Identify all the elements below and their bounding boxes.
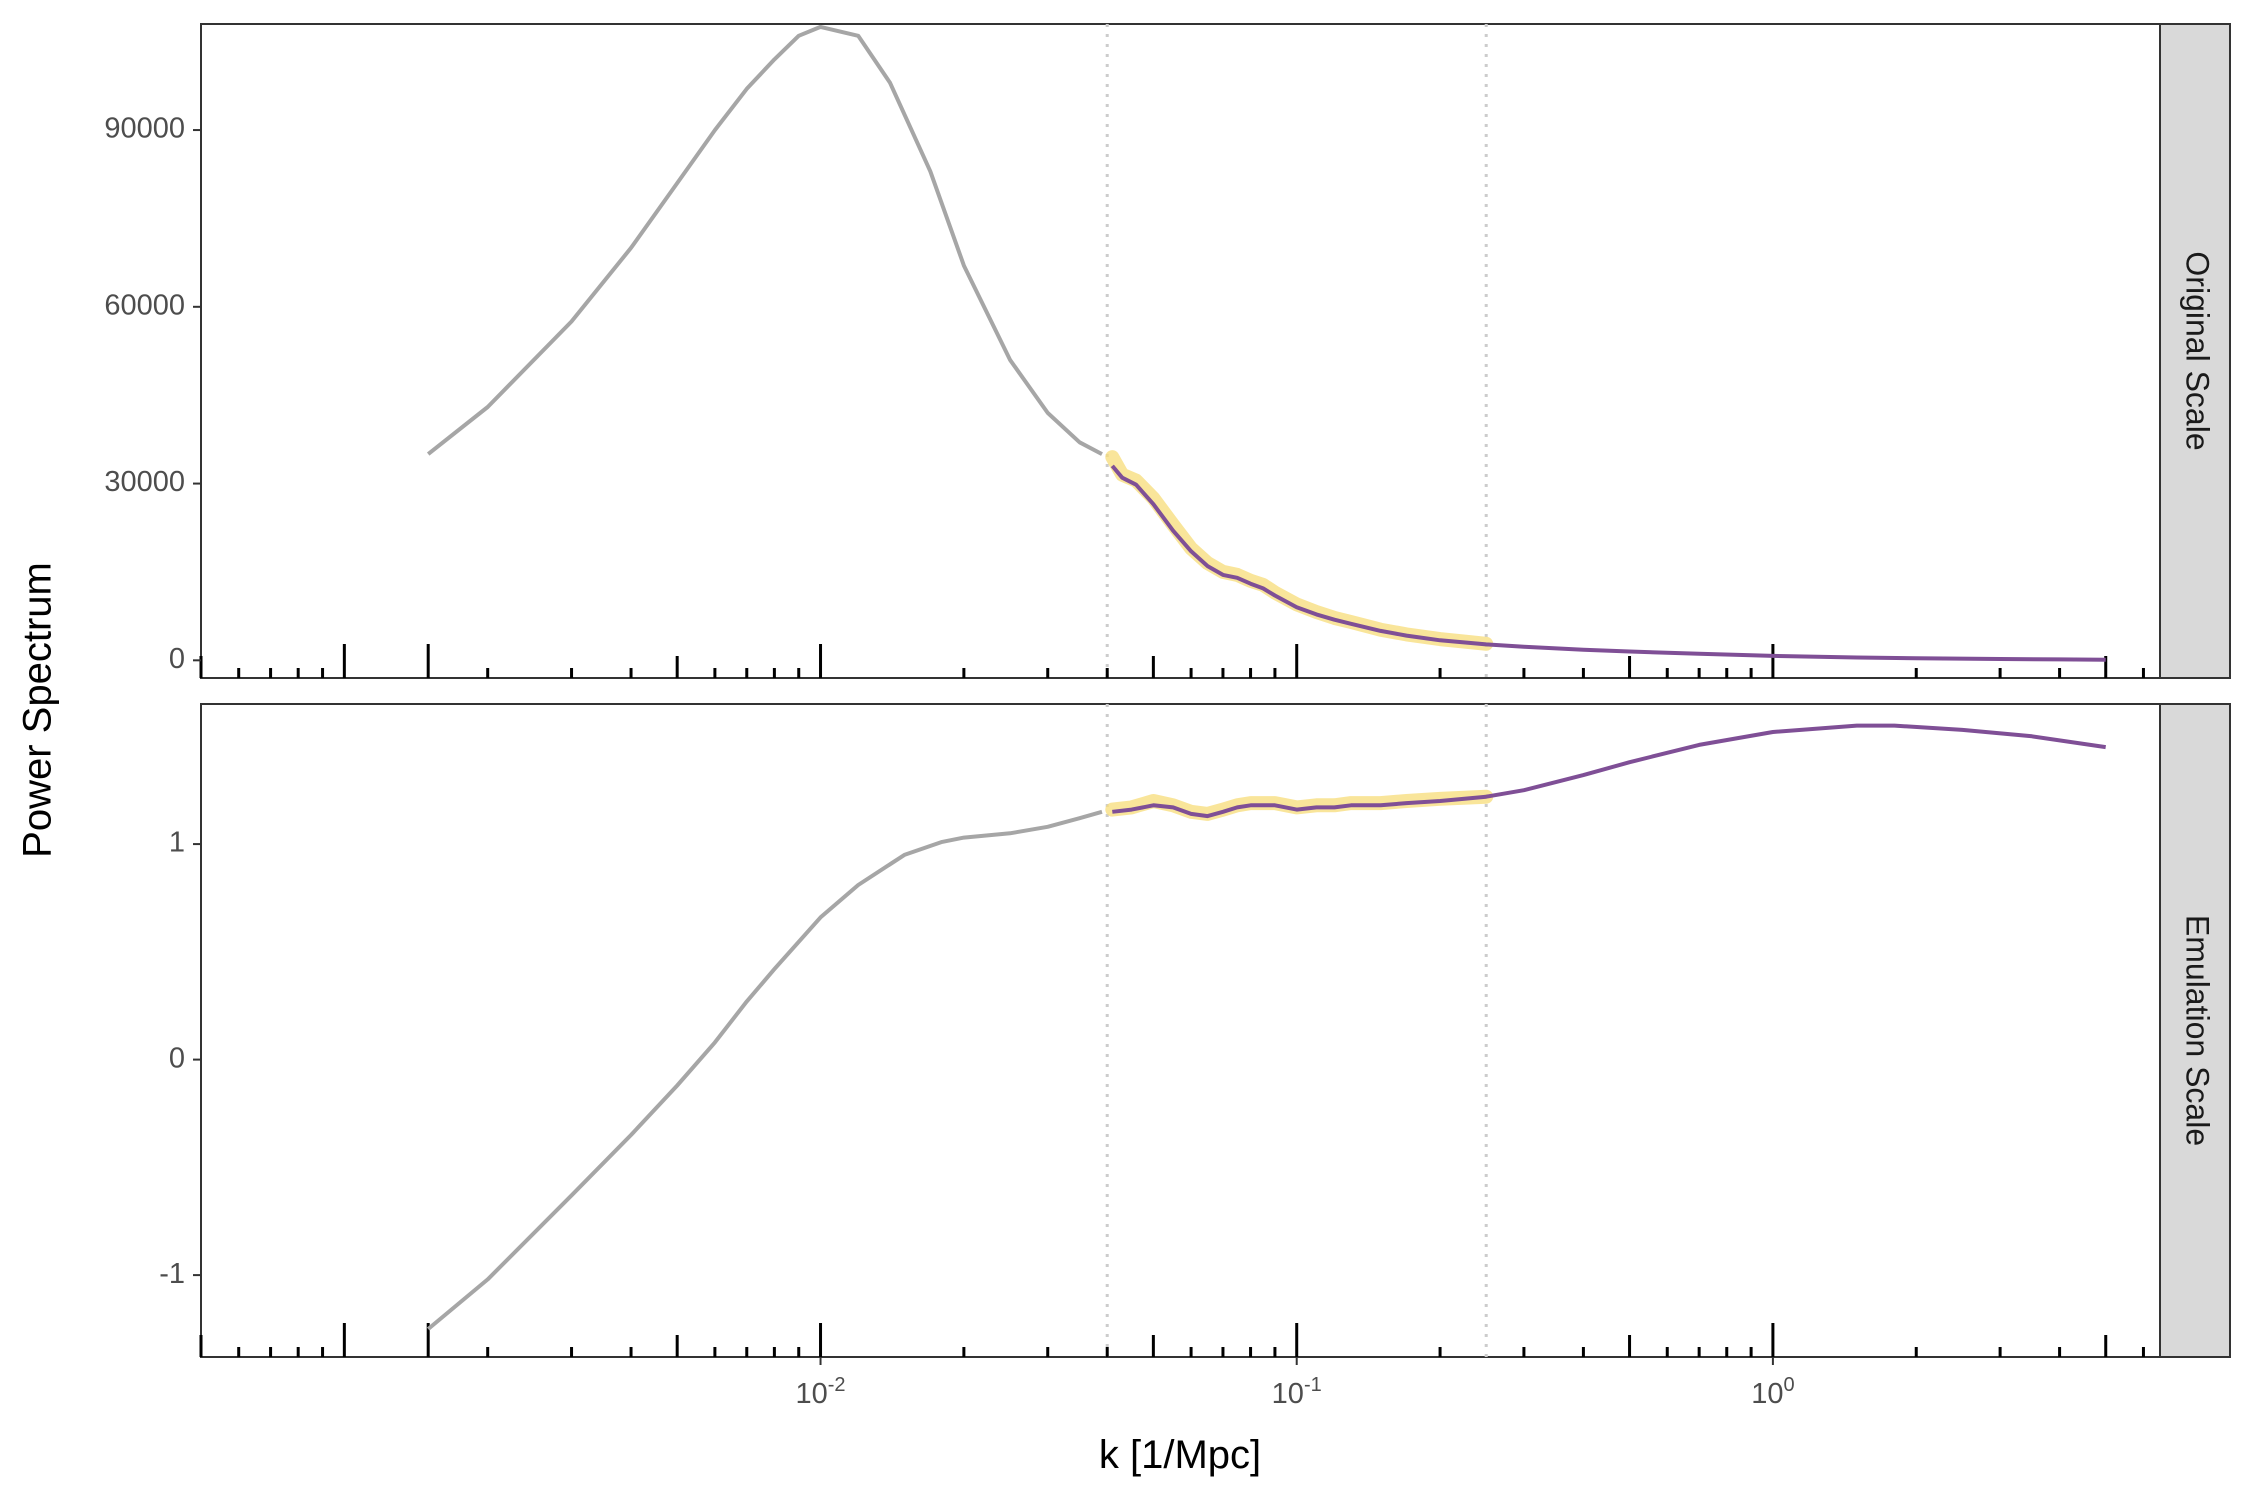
y-tick-label: 90000 (104, 113, 185, 145)
y-tick-label: 60000 (104, 289, 185, 321)
panel-frame (200, 23, 2161, 679)
x-tick-label: 10-1 (1272, 1374, 1322, 1410)
y-tick-label: -1 (159, 1258, 185, 1290)
panel-strip (2159, 703, 2231, 1358)
y-tick-label: 30000 (104, 466, 185, 498)
x-tick-label: 10-2 (796, 1374, 846, 1410)
panel-2: -1 0 1 Emulation Scale (159, 703, 2231, 1358)
panel-series (426, 24, 2106, 662)
x-axis-title: k [1/Mpc] (1099, 1433, 1261, 1477)
sample-band (1105, 789, 1494, 821)
emulated-line (1112, 723, 2106, 819)
reference-line (426, 24, 1103, 456)
y-tick-label: 0 (169, 1042, 185, 1074)
emulated-line (1110, 464, 2106, 662)
y-axis-title: Power Spectrum (16, 562, 60, 858)
y-tick-label: 1 (169, 827, 185, 859)
panel-strip-label: Emulation Scale (2180, 915, 2216, 1146)
reference-line (426, 809, 1103, 1331)
y-tick-label: 0 (169, 643, 185, 675)
panel-series (426, 723, 2106, 1331)
panel-1: 0 30000 60000 90000 Original Scale (104, 23, 2231, 679)
panel-strip (2159, 23, 2231, 679)
x-tick-label: 100 (1751, 1374, 1794, 1410)
panel-strip-label: Original Scale (2180, 251, 2216, 450)
